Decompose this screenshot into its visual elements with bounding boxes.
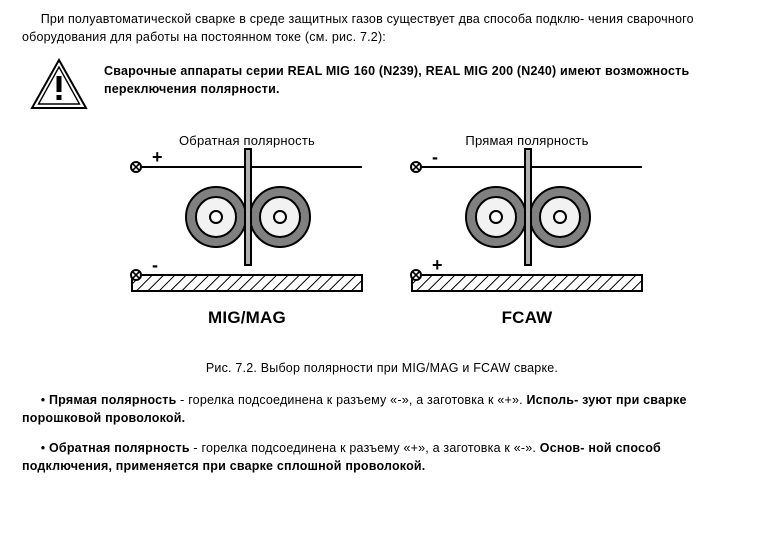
figure-7-2: Обратная полярность + - MIG/MAG Пряма [102,125,662,376]
warning-triangle-icon [30,58,88,115]
right-polarity-title: Прямая полярность [465,133,588,148]
intro-paragraph: При полуавтоматической сварке в среде за… [22,10,742,46]
bullet-direct-name: Прямая полярность [49,393,176,407]
polarity-diagram: Обратная полярность + - MIG/MAG Пряма [102,125,662,345]
left-top-sign: + [152,147,163,167]
left-polarity-title: Обратная полярность [179,133,315,148]
left-method-label: MIG/MAG [208,308,286,327]
right-method-label: FCAW [502,308,554,327]
right-top-sign: - [432,147,438,167]
bullet-direct-text: - горелка подсоединена к разъему «-», а … [176,393,526,407]
figure-caption: Рис. 7.2. Выбор полярности при MIG/MAG и… [102,359,662,377]
left-bottom-sign: - [152,255,158,275]
warning-text: Сварочные аппараты серии REAL MIG 160 (N… [104,56,742,98]
bullet-reverse-polarity: • Обратная полярность - горелка подсоеди… [22,439,742,475]
bullet-reverse-name: Обратная полярность [49,441,190,455]
bullet-direct-polarity: • Прямая полярность - горелка подсоедине… [22,391,742,427]
bullet-reverse-text: - горелка подсоединена к разъему «+», а … [190,441,540,455]
right-bottom-sign: + [432,255,443,275]
warning-block: Сварочные аппараты серии REAL MIG 160 (N… [30,56,742,115]
